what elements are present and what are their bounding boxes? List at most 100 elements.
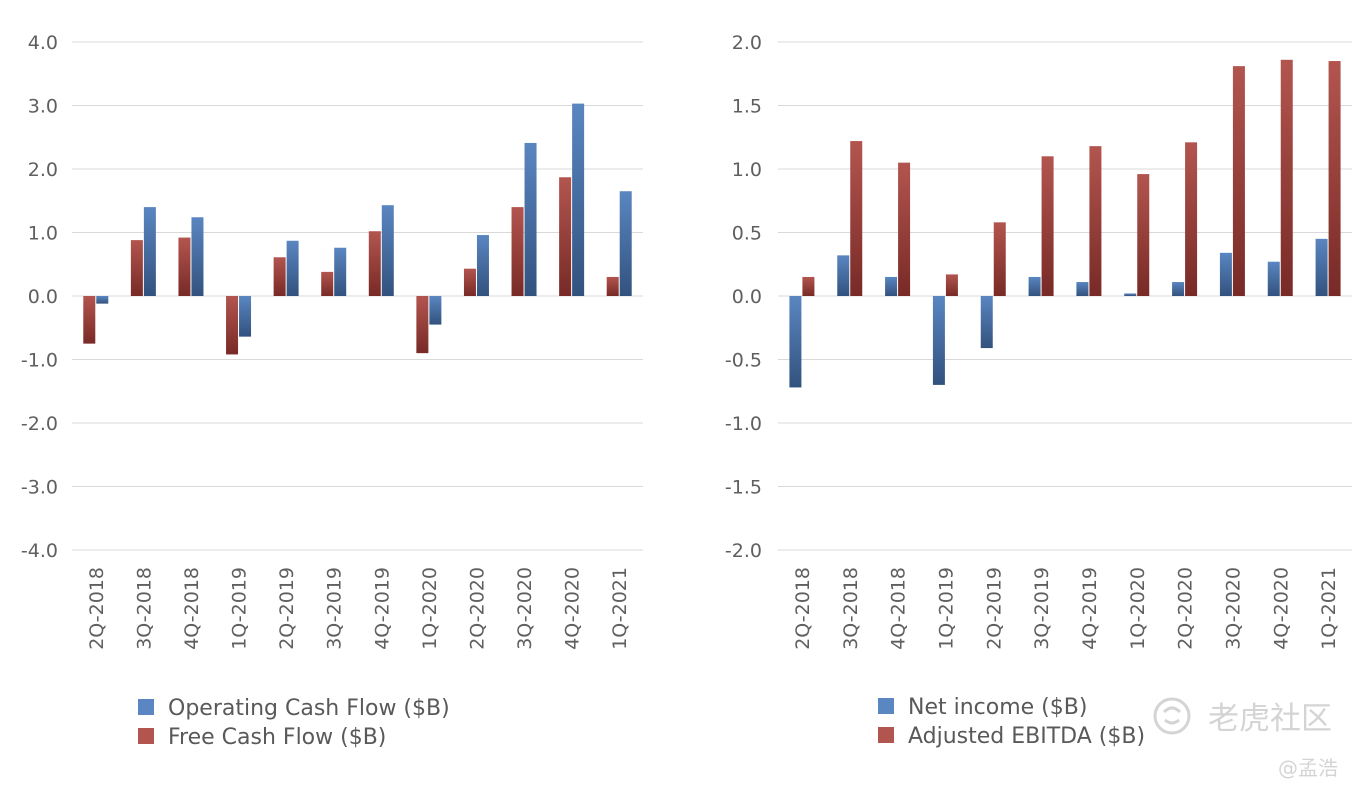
x-tick-label: 2Q-2018 [792,567,814,650]
x-tick-label: 1Q-2021 [609,567,631,650]
y-tick-label: 0.0 [28,286,58,308]
y-tick-label: 3.0 [28,96,58,118]
bar [143,207,156,296]
y-tick-label: 0.5 [732,223,762,245]
legend-swatch [878,727,894,743]
bar [463,268,476,296]
bar [511,207,524,296]
x-tick-label: 1Q-2021 [1318,567,1340,650]
bar [429,296,442,325]
bar [1172,282,1185,296]
income-ebitda-chart: 2.0 1.5 1.0 0.5 0.0 -0.5 -1.0 -1.5 -2.0 2Q-2018 3Q… [725,32,1352,749]
bar [1137,174,1150,296]
bar [993,222,1006,296]
bar [334,247,347,296]
x-tick-label: 1Q-2019 [935,567,957,650]
x-tick-label: 2Q-2019 [276,567,298,650]
bar [286,240,299,296]
bar [1219,252,1232,296]
bar [850,141,863,296]
bar [606,276,619,296]
bar [1267,261,1280,296]
y-tick-label: -1.0 [725,413,762,435]
legend-swatch [138,728,154,744]
y-tick-label: -2.0 [21,413,58,435]
bar [837,255,850,296]
watermark-brand: 老虎社区 [1208,701,1332,737]
bar [476,235,489,296]
bar [191,217,204,296]
bar [980,296,993,349]
bar [1232,66,1245,296]
x-tick-label: 4Q-2020 [1270,567,1292,650]
x-tick-label: 3Q-2019 [324,567,346,650]
legend-label: Adjusted EBITDA ($B) [908,724,1145,749]
x-tick-label: 1Q-2020 [419,567,441,650]
y-tick-label: 1.0 [28,223,58,245]
bar [178,237,191,296]
x-tick-label: 4Q-2019 [371,567,393,650]
bar [932,296,945,385]
bar [273,257,286,296]
x-tick-label: 1Q-2019 [229,567,251,650]
x-tick-label: 4Q-2018 [888,567,910,650]
bar [898,162,911,296]
bar [239,296,252,337]
bar [1280,59,1293,296]
tiger-logo-icon [1153,697,1191,735]
bar [1124,293,1137,296]
legend-label: Free Cash Flow ($B) [168,725,386,750]
bar [321,271,334,296]
x-tick-label: 4Q-2018 [181,567,203,650]
y-tick-label: 2.0 [28,159,58,181]
y-tick-label: -3.0 [21,477,58,499]
bar [1041,156,1054,296]
x-tick-label: 2Q-2018 [86,567,108,650]
bar [619,191,632,296]
legend-swatch [878,698,894,714]
x-tick-label: 2Q-2020 [1175,567,1197,650]
bar [1028,276,1041,296]
bar [1185,142,1198,296]
x-tick-label: 4Q-2020 [562,567,584,650]
bar [1076,282,1089,296]
legend-label: Operating Cash Flow ($B) [168,696,450,721]
bar [368,231,381,296]
bar [945,274,958,296]
y-tick-label: -2.0 [725,540,762,562]
bar [802,276,815,296]
x-tick-label: 3Q-2019 [1031,567,1053,650]
bar [96,296,109,304]
legend-swatch [138,699,154,715]
bar [83,296,96,344]
bar [416,296,429,354]
bar [885,276,898,296]
y-tick-label: 4.0 [28,32,58,54]
x-tick-label: 1Q-2020 [1127,567,1149,650]
y-tick-label: 2.0 [732,32,762,54]
bar [1315,238,1328,296]
x-tick-label: 4Q-2019 [1079,567,1101,650]
y-tick-label: -1.0 [21,350,58,372]
bar [130,240,143,296]
y-tick-label: -0.5 [725,350,762,372]
bar [1089,146,1102,296]
legend-label: Net income ($B) [908,695,1087,720]
x-tick-label: 2Q-2020 [466,567,488,650]
y-tick-label: 0.0 [732,286,762,308]
y-tick-label: -1.5 [725,477,762,499]
x-tick-label: 3Q-2020 [1222,567,1244,650]
bar [1328,61,1341,296]
x-tick-label: 2Q-2019 [983,567,1005,650]
cash-flow-chart: 4.0 3.0 2.0 1.0 0.0 -1.0 -2.0 -3.0 -4.0 2Q-2018 3Q… [21,32,643,750]
watermark-user: @孟浩 [1278,756,1338,780]
bar [381,205,394,296]
watermark: 老虎社区 @孟浩 [1153,697,1338,780]
x-tick-label: 3Q-2018 [133,567,155,650]
x-tick-label: 3Q-2018 [840,567,862,650]
bar [559,177,572,296]
x-tick-label: 3Q-2020 [514,567,536,650]
bar [789,296,802,388]
y-tick-label: 1.0 [732,159,762,181]
